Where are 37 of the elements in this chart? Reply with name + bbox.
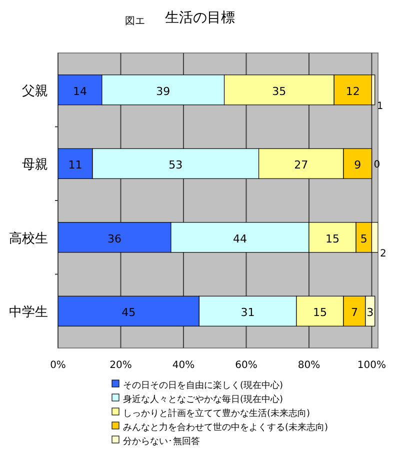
x-tick-label: 0% [50,360,66,371]
x-tick-label: 40% [172,360,195,371]
data-label: 2 [380,248,386,260]
data-label: 3 [366,306,374,320]
data-label: 11 [68,158,82,172]
legend-label: 身近な人々となごやかな毎日(現在中心) [123,394,284,405]
legend-label: 分からない･無回答 [123,436,200,447]
data-label: 53 [168,158,183,172]
data-label: 36 [107,232,122,246]
data-label: 27 [294,158,308,172]
x-tick-label: 20% [110,360,132,371]
text: 図エ [125,16,145,27]
data-label: 35 [272,84,286,98]
data-label: 15 [326,232,340,246]
data-label: 5 [360,232,368,246]
chart-title: 生活の目標 [165,10,235,26]
data-label: 39 [156,84,170,98]
legend-label: しっかりと計画を立てて豊かな生活(未来志向) [123,408,310,419]
y-tick-label: 父親 [22,84,48,99]
x-tick-label: 100% [357,360,386,371]
x-tick-label: 80% [298,360,320,371]
y-tick-label: 母親 [22,158,48,173]
x-tick-label: 60% [235,360,258,371]
data-label: 15 [312,306,327,320]
data-label: 7 [350,306,358,320]
data-label: 12 [346,84,360,98]
data-label: 14 [72,84,87,98]
legend-label: みんなと力を合わせて世の中をよくする(未来志向) [123,422,328,433]
data-label: 44 [232,232,247,246]
data-label: 45 [122,306,136,320]
data-label: 0 [374,160,380,171]
y-tick-label: 中学生 [9,305,48,320]
data-label: 9 [354,158,362,172]
y-tick-label: 高校生 [9,230,48,246]
data-label: 1 [376,100,384,112]
legend-label: その日その日を自由に楽しく(現在中心) [123,380,284,391]
data-label: 31 [240,306,255,320]
